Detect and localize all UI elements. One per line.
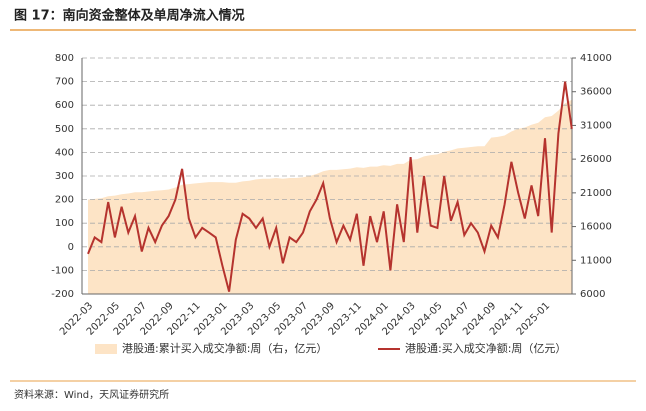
y-tick-label: -100	[51, 265, 74, 276]
y2-tick-label: 6000	[580, 289, 605, 300]
y-tick-label: 500	[55, 124, 74, 135]
y-tick-label: 800	[55, 53, 74, 64]
legend-swatch	[95, 344, 117, 354]
area	[88, 99, 572, 294]
chart-title: 图 17：南向资金整体及单周净流入情况	[14, 8, 245, 24]
y-tick-label: 200	[55, 195, 74, 206]
y2-tick-label: 21000	[580, 188, 612, 199]
y-tick-label: 600	[55, 100, 74, 111]
y2-tick-label: 31000	[580, 120, 612, 131]
y2-tick-label: 16000	[580, 222, 612, 233]
y-tick-label: 0	[68, 242, 74, 253]
y-tick-label: -200	[51, 289, 74, 300]
legend-label: 港股通:累计买入成交净额:周（右，亿元）	[122, 341, 327, 355]
y2-tick-label: 36000	[580, 87, 612, 98]
y-tick-label: 400	[55, 147, 74, 158]
source: 资料来源：Wind，天风证券研究所	[14, 388, 169, 401]
y-tick-label: 300	[55, 171, 74, 182]
legend-label: 港股通:买入成交净额:周（亿元）	[405, 341, 566, 355]
y-tick-label: 100	[55, 218, 74, 229]
line	[87, 81, 573, 292]
y-tick-label: 700	[55, 77, 74, 88]
y2-tick-label: 41000	[580, 53, 612, 64]
y2-tick-label: 26000	[580, 154, 612, 165]
y2-tick-label: 11000	[580, 255, 612, 266]
